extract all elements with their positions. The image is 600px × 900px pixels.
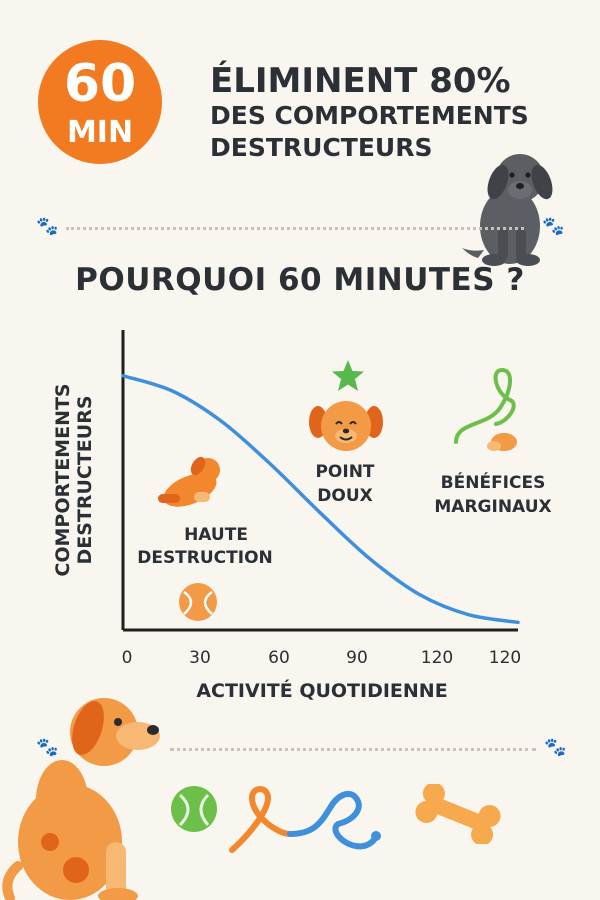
paw-icon: 🐾 <box>542 216 565 237</box>
badge-number: 60 <box>63 54 137 114</box>
x-tick-label: 60 <box>268 648 290 668</box>
dog-icon <box>462 154 553 266</box>
annotation-marginal: BÉNÉFICES <box>441 471 546 493</box>
sleeping-dog-icon <box>158 456 220 507</box>
y-axis-label: COMPORTEMENTSDESTRUCTEURS <box>52 383 96 576</box>
x-tick-label: 0 <box>122 648 133 668</box>
time-badge: 60 MIN <box>38 40 162 164</box>
paw-icon: 🐾 <box>544 737 567 758</box>
bottom-divider <box>170 748 536 751</box>
headline-line-3: DESTRUCTEURS <box>210 133 433 162</box>
dog-icon <box>2 698 160 900</box>
annotation-marginal: MARGINAUX <box>434 497 551 517</box>
headline-line-2: DES COMPORTEMENTS <box>210 101 529 130</box>
annotation-high: HAUTE <box>184 525 248 545</box>
x-tick-label: 120 <box>489 648 521 668</box>
y-axis-label-line: DESTRUCTEURS <box>74 395 96 564</box>
paw-icon: 🐾 <box>36 737 59 758</box>
bone-icon <box>415 784 501 844</box>
annotation-sweet: POINT <box>315 462 374 482</box>
section-title: POURQUOI 60 MINUTES ? <box>75 262 525 298</box>
top-divider <box>66 227 524 230</box>
headline: ÉLIMINENT 80% DES COMPORTEMENTS DESTRUCT… <box>210 62 570 164</box>
annotation-sweet: DOUX <box>317 486 372 506</box>
paw-icon: 🐾 <box>36 216 59 237</box>
y-axis-label-line: COMPORTEMENTS <box>52 383 74 576</box>
badge-unit: MIN <box>66 115 134 150</box>
x-tick-label: 30 <box>189 648 211 668</box>
x-tick-label: 90 <box>346 648 368 668</box>
x-axis-label: ACTIVITÉ QUOTIDIENNE <box>196 679 447 702</box>
ball-icon <box>179 583 217 621</box>
headline-line-1: ÉLIMINENT 80% <box>210 61 511 101</box>
ball-icon <box>171 786 217 832</box>
happy-dog-face-icon <box>309 401 383 451</box>
rope-toy-icon <box>229 786 381 853</box>
rope-toy-icon <box>454 367 517 451</box>
series-line <box>121 374 520 625</box>
star-icon <box>332 360 364 391</box>
activity-chart: 0 30 60 90 120 120 HAUTE DESTRUCTION POINT DOUX BÉ… <box>52 330 552 702</box>
annotation-high: DESTRUCTION <box>137 548 273 568</box>
x-tick-label: 120 <box>421 648 453 668</box>
